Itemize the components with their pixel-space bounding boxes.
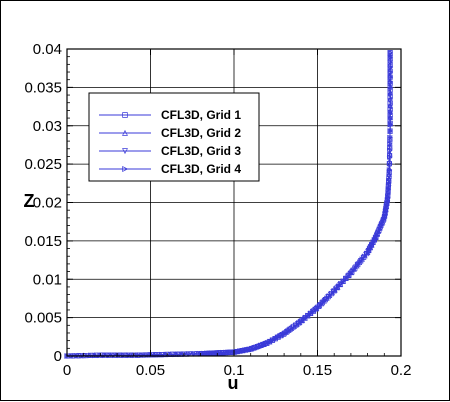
y-tick-label: 0.04: [33, 41, 62, 58]
data-point: [387, 154, 393, 160]
data-point: [370, 239, 377, 246]
legend-label: CFL3D, Grid 1: [161, 108, 241, 122]
data-point: [172, 351, 179, 358]
data-point: [387, 121, 394, 128]
y-tick-label: 0.035: [24, 79, 62, 96]
data-point: [186, 351, 193, 357]
legend-box: [88, 92, 260, 182]
data-point: [387, 89, 394, 96]
data-point: [365, 248, 372, 254]
legend-label: CFL3D, Grid 3: [161, 144, 241, 158]
data-point: [387, 116, 394, 123]
y-tick-label: 0.005: [24, 310, 62, 327]
data-point: [385, 194, 391, 200]
data-point: [385, 190, 391, 197]
data-point: [387, 141, 393, 147]
axis-layer: 0 0.05 0.1 0.15 0.2 0 0.005 0.01 0.015 0.02 0.025 0…: [24, 41, 411, 379]
data-point: [384, 197, 391, 204]
data-point: [371, 237, 378, 243]
data-point: [387, 50, 393, 56]
data-point: [385, 183, 392, 189]
legend-label: CFL3D, Grid 4: [161, 162, 241, 176]
data-point: [368, 243, 374, 250]
y-axis-title: Z: [24, 191, 35, 211]
data-point: [386, 160, 393, 167]
data-point: [196, 350, 202, 357]
data-point: [387, 54, 394, 61]
legend-marker: [122, 148, 128, 155]
y-tick-label: 0.01: [33, 271, 62, 288]
data-point: [386, 175, 392, 182]
data-point: [191, 351, 198, 357]
legend-marker: [122, 112, 128, 118]
x-tick-label: 0.2: [391, 362, 412, 379]
data-point: [350, 267, 357, 274]
y-tick-label: 0.02: [33, 195, 62, 212]
y-tick-label: 0.015: [24, 233, 62, 250]
data-point: [387, 147, 393, 154]
data-point: [387, 74, 394, 80]
x-tick-label: 0: [63, 362, 71, 379]
data-point: [267, 338, 273, 345]
data-point: [367, 246, 373, 252]
data-point: [337, 281, 344, 287]
data-point: [386, 167, 393, 173]
data-point: [387, 100, 394, 106]
data-point: [385, 186, 392, 193]
data-point: [387, 105, 394, 112]
data-point: [387, 64, 394, 71]
legend: CFL3D, Grid 1 CFL3D, Grid 2 CFL3D, Grid 3 C…: [88, 92, 260, 182]
data-point: [364, 250, 370, 257]
y-tick-label: 0: [54, 348, 62, 365]
data-point: [177, 351, 183, 357]
data-point: [387, 111, 394, 117]
x-tick-label: 0.05: [136, 362, 165, 379]
x-tick-label: 0.1: [224, 362, 245, 379]
data-point: [387, 79, 394, 85]
data-point: [387, 84, 394, 90]
x-axis-title: u: [228, 373, 239, 393]
data-point: [387, 50, 394, 56]
y-tick-label: 0.03: [33, 118, 62, 135]
data-point: [369, 241, 375, 248]
data-point: [387, 94, 394, 101]
data-point: [387, 69, 394, 76]
data-point: [386, 179, 392, 185]
data-point: [387, 59, 394, 66]
data-point: [386, 171, 393, 178]
legend-label: CFL3D, Grid 2: [161, 126, 241, 140]
data-point: [387, 134, 393, 141]
x-tick-label: 0.15: [303, 362, 332, 379]
data-point: [182, 351, 188, 357]
plot-frame: [66, 48, 402, 357]
data-point: [387, 128, 394, 134]
legend-marker: [122, 166, 129, 172]
y-tick-label: 0.025: [24, 156, 62, 173]
legend-marker: [122, 129, 128, 136]
